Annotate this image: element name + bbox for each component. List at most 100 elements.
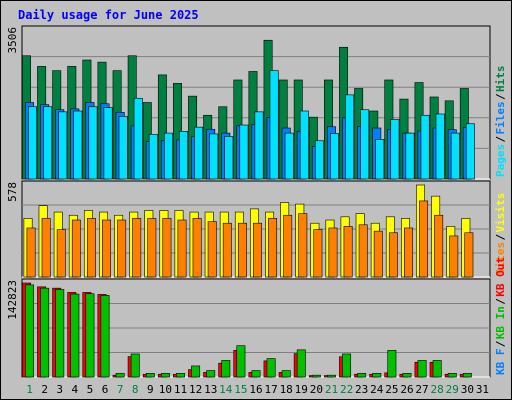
bar-pages-day-2: [43, 106, 53, 180]
bar-sites-day-16: [253, 222, 262, 278]
bar-kb-in-day-4: [70, 293, 80, 378]
legend-visits: Visits: [494, 193, 507, 233]
bar-sites-day-23: [358, 224, 368, 278]
bar-kb-in-day-17: [266, 358, 276, 378]
bar-kb-in-day-11: [176, 373, 185, 378]
bar-pages-day-26: [405, 132, 415, 180]
x-tick-label: 19: [295, 383, 308, 396]
bar-pages-day-9: [148, 134, 158, 180]
bar-kb-in-day-10: [160, 373, 170, 378]
bar-sites-day-19: [298, 213, 308, 278]
bar-pages-day-13: [209, 133, 219, 180]
bar-kb-in-day-19: [296, 349, 306, 378]
bar-sites-day-12: [192, 218, 202, 278]
y-max-label: 142823: [6, 280, 19, 320]
bar-sites-day-21: [328, 227, 338, 278]
legend-separator: /: [494, 234, 507, 241]
x-tick-label: 31: [476, 383, 489, 396]
x-tick-label: 6: [102, 383, 109, 396]
bar-kb-in-day-13: [206, 370, 216, 378]
bar-pages-day-17: [269, 70, 279, 180]
bar-pages-day-11: [179, 131, 188, 180]
bar-sites-day-6: [102, 219, 111, 278]
x-tick-label: 10: [159, 383, 172, 396]
x-tick-label: 5: [87, 383, 94, 396]
x-tick-label: 9: [147, 383, 154, 396]
bar-pages-day-14: [224, 136, 234, 180]
bar-sites-day-22: [343, 226, 353, 278]
bar-sites-day-2: [41, 218, 51, 278]
bar-sites-day-8: [132, 218, 142, 278]
x-tick-label: 4: [72, 383, 79, 396]
bar-kb-in-day-8: [130, 353, 140, 378]
bar-pages-day-20: [314, 140, 324, 180]
bar-kb-in-day-12: [191, 365, 201, 378]
bar-sites-day-7: [117, 219, 127, 278]
bar-kb-in-day-18: [281, 370, 291, 378]
bar-pages-day-15: [239, 124, 249, 180]
bar-pages-day-10: [163, 132, 173, 180]
x-tick-label: 25: [385, 383, 398, 396]
x-tick-label: 28: [431, 383, 444, 396]
bar-pages-day-30: [465, 123, 475, 180]
y-max-label: 578: [6, 182, 19, 202]
bar-kb-in-day-30: [462, 373, 472, 378]
bar-sites-day-11: [177, 219, 187, 278]
x-tick-label: 27: [415, 383, 428, 396]
bar-pages-day-6: [103, 107, 113, 180]
bar-kb-in-day-24: [372, 373, 382, 378]
x-tick-label: 8: [132, 383, 139, 396]
bar-kb-in-day-7: [115, 373, 125, 378]
bar-pages-day-19: [299, 110, 309, 180]
bar-kb-in-day-6: [100, 295, 110, 378]
legend-kb-in: KB In: [494, 306, 507, 339]
bar-kb-in-day-3: [55, 289, 65, 378]
bar-kb-in-day-23: [357, 373, 367, 378]
x-tick-label: 24: [370, 383, 384, 396]
bar-sites-day-24: [373, 230, 383, 278]
x-tick-label: 12: [189, 383, 202, 396]
legend-kb-f: KB F: [494, 349, 507, 376]
x-tick-label: 30: [461, 383, 474, 396]
bar-pages-day-27: [420, 114, 430, 180]
bar-kb-in-day-27: [417, 360, 427, 378]
x-tick-label: 29: [446, 383, 459, 396]
bar-pages-day-5: [88, 106, 98, 180]
bar-pages-day-8: [133, 97, 143, 180]
bar-kb-in-day-1: [25, 284, 34, 378]
bar-sites-day-25: [388, 232, 398, 278]
bar-kb-in-day-22: [342, 353, 352, 378]
bar-sites-day-30: [464, 232, 474, 278]
bar-pages-day-12: [194, 126, 204, 180]
x-tick-label: 20: [310, 383, 323, 396]
x-tick-label: 1: [26, 383, 33, 396]
legend-separator: /: [494, 136, 507, 143]
bar-sites-day-4: [71, 219, 81, 278]
x-tick-label: 7: [117, 383, 124, 396]
bar-pages-day-21: [330, 133, 339, 180]
legend-separator: /: [494, 340, 507, 347]
bar-sites-day-29: [449, 235, 459, 278]
bar-pages-day-29: [450, 132, 460, 180]
y-max-label: 3506: [6, 27, 19, 54]
x-tick-label: 3: [56, 383, 63, 396]
x-tick-label: 2: [41, 383, 48, 396]
legend-pages: Pages: [494, 144, 507, 177]
x-tick-label: 16: [249, 383, 262, 396]
bar-sites-day-20: [313, 229, 323, 278]
bar-pages-day-24: [375, 139, 385, 180]
x-tick-label: 21: [325, 383, 338, 396]
bar-kb-in-day-14: [221, 360, 231, 378]
bar-kb-in-day-29: [447, 373, 457, 378]
bar-kb-in-day-26: [402, 373, 412, 378]
bar-pages-day-28: [435, 113, 445, 180]
bar-sites-day-15: [237, 222, 247, 278]
bar-pages-day-16: [254, 111, 264, 180]
bar-kb-in-day-28: [432, 360, 442, 378]
bar-sites-day-18: [283, 214, 293, 278]
bar-kb-in-day-2: [40, 287, 50, 378]
bar-pages-day-22: [345, 94, 355, 180]
bar-kb-in-day-5: [85, 293, 95, 378]
bar-pages-day-25: [390, 119, 400, 180]
x-tick-label: 17: [264, 383, 277, 396]
